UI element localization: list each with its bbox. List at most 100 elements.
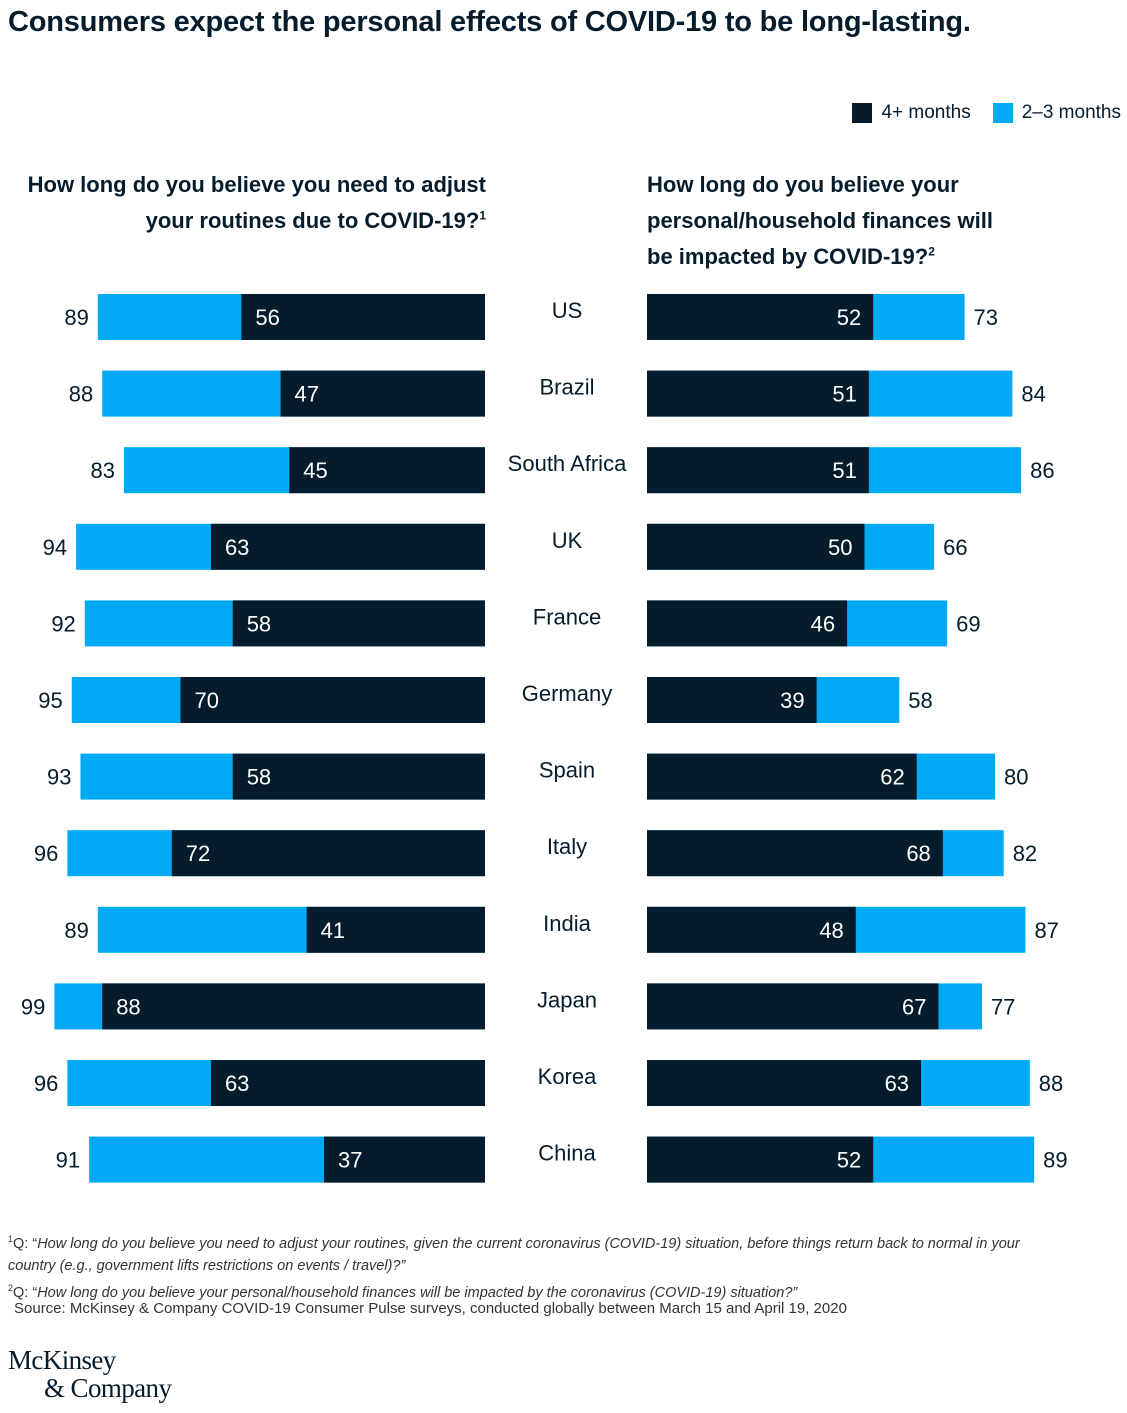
left-bar-4plus-uk [210, 523, 485, 570]
left-label-4plus-india: 41 [321, 918, 345, 943]
right-label-4plus-china: 52 [837, 1148, 861, 1173]
right-label-4plus-brazil: 51 [832, 382, 856, 407]
right-bar-4plus-italy [647, 830, 943, 877]
left-label-4plus-brazil: 47 [295, 382, 319, 407]
left-label-4plus-korea: 63 [225, 1071, 249, 1096]
left-label-total-china: 91 [56, 1148, 80, 1173]
legend-swatch-light [992, 103, 1013, 123]
left-label-total-brazil: 88 [69, 382, 93, 407]
left-title-footnote-mark: 1 [479, 208, 486, 223]
footnote-1-text: How long do you believe you need to adju… [8, 1235, 1020, 1274]
right-title-footnote-mark: 2 [928, 244, 935, 259]
right-title-line1: How long do you believe your [647, 172, 959, 197]
right-label-4plus-us: 52 [837, 305, 861, 330]
chart-title: Consumers expect the personal effects of… [8, 6, 971, 38]
right-bar-4plus-us [647, 294, 874, 340]
left-bar-4plus-brazil [280, 370, 485, 417]
category-label-france: France [533, 604, 601, 629]
left-bar-4plus-korea [210, 1060, 485, 1106]
right-bar-4plus-south-africa [647, 447, 869, 494]
left-label-4plus-spain: 58 [247, 765, 271, 790]
legend-label-4plus: 4+ months [881, 102, 971, 123]
right-label-total-us: 73 [974, 305, 998, 330]
left-bar-4plus-germany [180, 677, 485, 723]
right-label-total-india: 87 [1034, 918, 1058, 943]
left-label-total-korea: 96 [34, 1071, 58, 1096]
footnote-2-prefix: Q: “ [13, 1284, 38, 1301]
right-label-total-spain: 80 [1004, 765, 1028, 790]
footnote-1-prefix: Q: “ [13, 1235, 38, 1252]
right-bar-4plus-uk [647, 523, 865, 570]
right-bar-4plus-france [647, 600, 848, 647]
source-note: Source: McKinsey & Company COVID-19 Cons… [14, 1300, 847, 1317]
left-label-4plus-italy: 72 [186, 841, 210, 866]
right-label-4plus-india: 48 [819, 918, 843, 943]
category-label-spain: Spain [539, 758, 595, 783]
footnote-2: 2Q: “How long do you believe your person… [8, 1282, 798, 1301]
right-label-4plus-japan: 67 [902, 994, 926, 1019]
right-label-4plus-italy: 68 [906, 841, 930, 866]
left-bar-4plus-japan [102, 983, 485, 1030]
left-label-total-us: 89 [64, 305, 88, 330]
logo-line2: & Company [44, 1373, 172, 1403]
left-bar-4plus-italy [171, 830, 486, 877]
right-bar-4plus-germany [647, 677, 817, 723]
left-label-4plus-us: 56 [255, 305, 279, 330]
right-label-4plus-uk: 50 [828, 535, 852, 560]
category-label-italy: Italy [547, 834, 587, 859]
right-title-line2: personal/household finances will [647, 208, 993, 233]
legend-item-4plus: 4+ months [852, 102, 971, 124]
right-label-total-uk: 66 [943, 535, 967, 560]
category-label-germany: Germany [522, 681, 612, 706]
legend-item-2-3: 2–3 months [992, 102, 1121, 124]
left-panel-title: How long do you believe you need to adju… [18, 167, 486, 239]
left-label-4plus-japan: 88 [116, 994, 140, 1019]
left-label-total-india: 89 [64, 918, 88, 943]
category-label-uk: UK [552, 528, 583, 553]
left-label-4plus-germany: 70 [195, 688, 219, 713]
left-label-total-uk: 94 [43, 535, 67, 560]
legend-swatch-dark [852, 103, 873, 123]
left-bar-4plus-india [306, 906, 485, 953]
right-label-total-korea: 88 [1039, 1071, 1063, 1096]
left-label-total-south-africa: 83 [90, 458, 114, 483]
right-label-4plus-spain: 62 [880, 765, 904, 790]
right-label-total-china: 89 [1043, 1148, 1067, 1173]
left-label-total-spain: 93 [47, 765, 71, 790]
right-bar-4plus-china [647, 1136, 874, 1183]
right-panel-title: How long do you believe your personal/ho… [647, 167, 1067, 275]
left-label-4plus-south-africa: 45 [303, 458, 327, 483]
right-bar-4plus-korea [647, 1060, 922, 1106]
logo-line1: McKinsey [8, 1345, 116, 1375]
category-label-korea: Korea [538, 1064, 597, 1089]
left-label-total-japan: 99 [21, 994, 45, 1019]
right-label-total-japan: 77 [991, 994, 1015, 1019]
left-bar-4plus-spain [232, 753, 485, 800]
footnote-2-text: How long do you believe your personal/ho… [37, 1284, 798, 1301]
left-label-4plus-china: 37 [338, 1148, 362, 1173]
left-bar-4plus-france [232, 600, 485, 647]
left-title-line1: How long do you believe you need to adju… [27, 172, 486, 197]
category-label-brazil: Brazil [539, 375, 594, 400]
left-bar-4plus-south-africa [289, 447, 485, 494]
footnote-1: 1Q: “How long do you believe you need to… [8, 1234, 1020, 1274]
right-label-total-brazil: 84 [1021, 382, 1045, 407]
right-bar-4plus-india [647, 906, 856, 953]
footnotes: 1Q: “How long do you believe you need to… [8, 1228, 1068, 1304]
left-label-4plus-uk: 63 [225, 535, 249, 560]
mckinsey-logo: McKinsey & Company [8, 1345, 172, 1403]
left-bar-4plus-china [324, 1136, 485, 1183]
category-label-japan: Japan [537, 987, 597, 1012]
right-bar-4plus-brazil [647, 370, 869, 417]
left-label-4plus-france: 58 [247, 611, 271, 636]
left-label-total-france: 92 [51, 611, 75, 636]
category-label-us: US [552, 298, 583, 323]
right-bar-4plus-spain [647, 753, 917, 800]
right-label-total-italy: 82 [1013, 841, 1037, 866]
category-label-china: China [538, 1141, 596, 1166]
right-label-4plus-south-africa: 51 [832, 458, 856, 483]
left-label-total-germany: 95 [38, 688, 62, 713]
legend: 4+ months 2–3 months [830, 102, 1121, 124]
right-label-total-germany: 58 [908, 688, 932, 713]
